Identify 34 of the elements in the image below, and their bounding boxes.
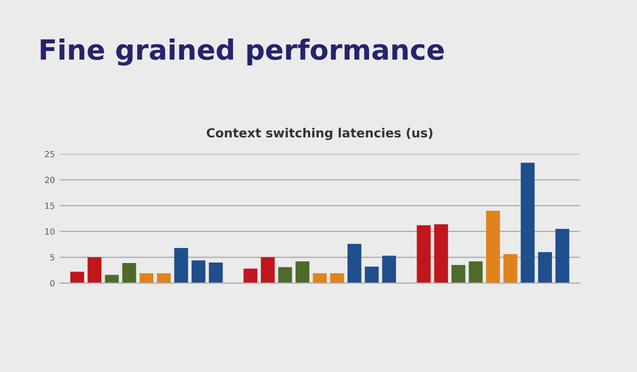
bar [104, 274, 119, 284]
bar [416, 225, 431, 284]
bar [70, 272, 84, 284]
y-tick-label: 10 [45, 228, 54, 235]
chart-subtitle: Context switching latencies (us) [206, 128, 432, 140]
bar [555, 228, 570, 284]
bar [347, 244, 362, 284]
bar [174, 248, 188, 284]
bar [278, 267, 292, 284]
y-tick-label: 15 [45, 202, 54, 209]
bar [296, 261, 310, 284]
bar [382, 256, 396, 284]
y-tick-label: 0 [50, 280, 54, 286]
bar [486, 210, 500, 284]
y-tick-label: 5 [50, 254, 54, 261]
y-tick-label: 20 [45, 176, 54, 184]
bar [538, 252, 552, 284]
bar [364, 266, 379, 284]
bar [260, 257, 275, 284]
bar [156, 273, 171, 284]
bar [434, 224, 448, 284]
bar [468, 261, 483, 284]
bar [122, 262, 136, 284]
y-tick-label: 25 [45, 150, 54, 158]
bar [330, 273, 344, 284]
bar [244, 268, 258, 284]
bar [192, 260, 206, 284]
bar [208, 262, 223, 284]
bar [503, 254, 518, 284]
bar [88, 257, 102, 284]
bar [140, 273, 154, 284]
chart-title: Fine grained performance [40, 38, 444, 66]
bar [520, 162, 535, 284]
bar [451, 265, 466, 284]
